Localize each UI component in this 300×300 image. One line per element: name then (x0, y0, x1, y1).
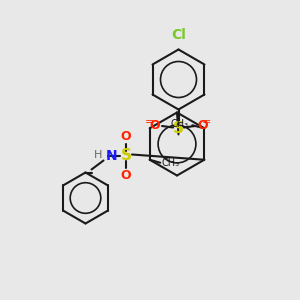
Text: CH₃: CH₃ (162, 158, 180, 168)
Text: O: O (121, 169, 131, 182)
Text: H: H (94, 149, 102, 160)
Text: =: = (202, 117, 212, 128)
Text: Cl: Cl (171, 28, 186, 42)
Text: =: = (145, 117, 155, 128)
Text: O: O (197, 119, 208, 133)
Text: S: S (121, 148, 131, 164)
Text: O: O (149, 119, 160, 133)
Text: O: O (121, 130, 131, 143)
Text: CH₃: CH₃ (171, 119, 189, 129)
Text: S: S (173, 122, 184, 136)
Text: N: N (106, 149, 118, 163)
